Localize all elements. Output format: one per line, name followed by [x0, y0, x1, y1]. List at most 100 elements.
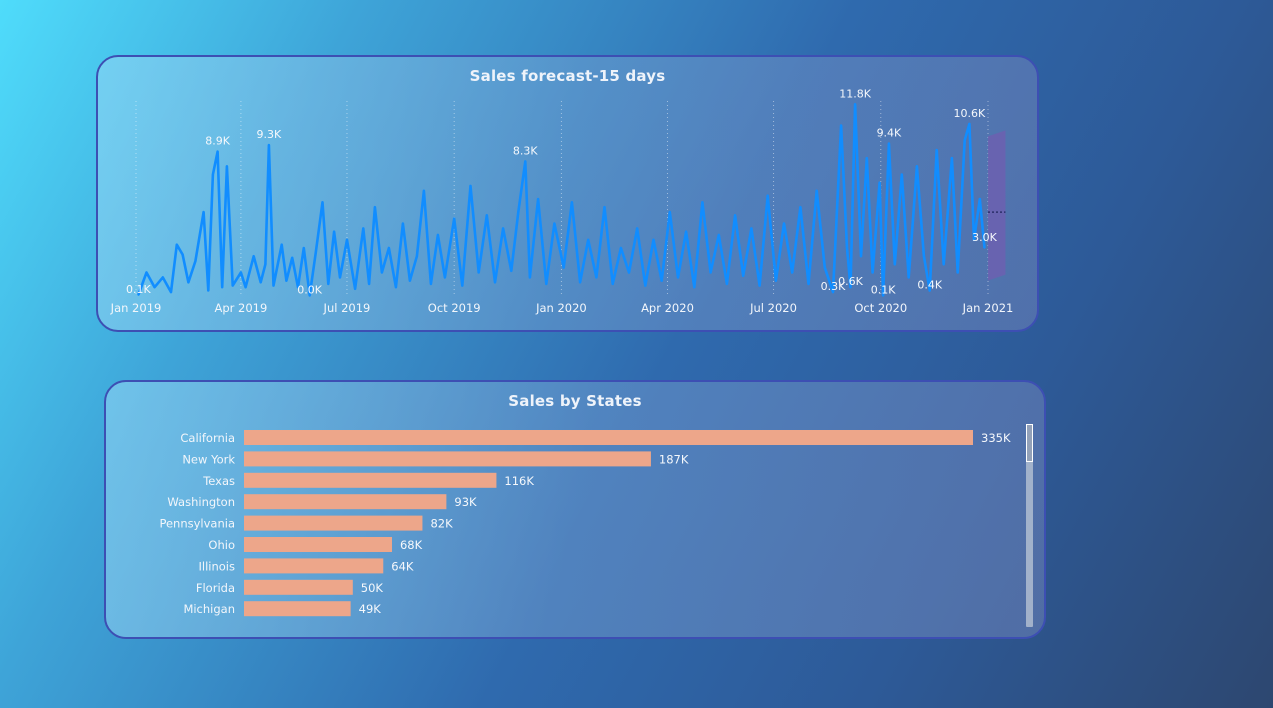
x-tick-label: Jan 2020 [535, 301, 587, 315]
sales-data-point [524, 160, 527, 163]
sales-data-point [685, 230, 687, 233]
bar-value-label: 82K [430, 517, 453, 531]
sales-data-point [709, 271, 712, 274]
states-chart-title: Sales by States [508, 392, 642, 410]
x-tick-label: Jul 2020 [749, 301, 797, 315]
sales-data-point [272, 284, 275, 287]
data-label: 9.3K [257, 128, 282, 141]
sales-data-point [942, 263, 945, 266]
sales-series-line [137, 103, 986, 297]
sales-data-point [871, 271, 874, 274]
category-label: Ohio [208, 538, 235, 552]
category-label: Illinois [199, 559, 236, 573]
bar-value-label: 335K [981, 431, 1011, 445]
sales-data-point [231, 284, 234, 287]
bar-value-label: 50K [361, 581, 384, 595]
sales-data-point [669, 211, 671, 213]
sales-data-point [502, 227, 504, 230]
sales-data-point [477, 271, 480, 274]
sales-data-point [956, 271, 959, 274]
sales-data-point [900, 173, 903, 176]
bar-value-label: 64K [391, 559, 414, 573]
sales-data-point [860, 255, 862, 257]
data-label: 0.4K [917, 278, 942, 291]
sales-data-point [517, 211, 520, 213]
bar-illinois [244, 558, 384, 574]
sales-data-point [402, 222, 404, 225]
sales-data-point [750, 227, 753, 230]
x-tick-label: Apr 2019 [214, 301, 267, 315]
data-label: 0.1K [126, 283, 151, 296]
sales-data-point [783, 222, 785, 225]
category-label: Michigan [183, 602, 235, 616]
sales-data-point [824, 266, 826, 269]
sales-data-point [693, 286, 696, 288]
sales-data-point [758, 284, 761, 287]
sales-data-point [285, 279, 288, 282]
bar-ohio [244, 537, 392, 552]
sales-data-point [644, 284, 647, 287]
sales-data-point [444, 276, 446, 279]
sales-data-point [291, 257, 293, 259]
bar-texas [244, 472, 497, 488]
sales-data-point [381, 271, 383, 274]
sales-data-point [595, 276, 598, 279]
sales-data-point [187, 281, 190, 284]
data-label: 0.1K [871, 283, 896, 296]
bar-michigan [244, 601, 351, 617]
sales-data-point [807, 283, 810, 285]
bar-california [244, 430, 973, 445]
sales-data-point [333, 230, 335, 233]
sales-data-point [416, 255, 418, 257]
sales-data-point [268, 144, 270, 146]
sales-data-point [628, 271, 630, 274]
sales-data-point [529, 276, 531, 279]
sales-data-point [888, 142, 890, 145]
data-label: 9.4K [877, 126, 902, 139]
data-label: 11.8K [839, 87, 871, 100]
sales-data-point [545, 283, 548, 285]
forecast-confidence-band [988, 130, 1006, 281]
x-tick-label: Jul 2019 [323, 301, 371, 315]
bar-value-label: 187K [659, 452, 689, 466]
sales-data-point [453, 217, 455, 220]
states-scrollbar-thumb[interactable] [1026, 424, 1033, 462]
sales-data-point [562, 266, 565, 269]
sales-data-point [327, 283, 330, 285]
sales-data-point [587, 239, 590, 241]
category-label: Washington [167, 495, 235, 509]
sales-data-point [726, 283, 728, 285]
sales-data-point [280, 243, 283, 246]
data-label: 0.3K [821, 280, 846, 293]
sales-data-point [846, 247, 848, 249]
sales-data-point [430, 283, 432, 285]
sales-data-point [799, 206, 802, 208]
sales-data-point [603, 206, 606, 208]
sales-data-point [368, 283, 370, 285]
sales-data-point [308, 294, 311, 297]
category-label: Pennsylvania [159, 517, 235, 531]
states-bar-chart: California 335K New York 187K Texas 116K Washi… [159, 430, 1011, 617]
sales-data-point [374, 206, 376, 208]
bar-value-label: 49K [359, 602, 382, 616]
sales-data-point [832, 291, 834, 293]
sales-data-point [652, 239, 655, 241]
data-label: 0.6K [838, 275, 863, 288]
sales-data-point [840, 124, 842, 127]
sales-data-point [321, 201, 324, 204]
sales-data-point [636, 227, 638, 230]
sales-data-point [907, 276, 910, 279]
sales-data-point [216, 150, 219, 153]
x-tick-label: Jan 2021 [962, 301, 1014, 315]
bar-value-label: 68K [400, 538, 423, 552]
sales-data-point [259, 281, 262, 284]
sales-data-point [423, 190, 425, 192]
sales-data-point [553, 222, 556, 225]
sales-data-point [409, 279, 411, 282]
sales-data-point [437, 234, 439, 236]
sales-data-point [878, 181, 881, 184]
states-scrollbar[interactable] [1026, 424, 1033, 627]
data-label: 10.6K [953, 107, 985, 120]
x-tick-label: Apr 2020 [641, 301, 694, 315]
sales-data-point [202, 211, 205, 213]
